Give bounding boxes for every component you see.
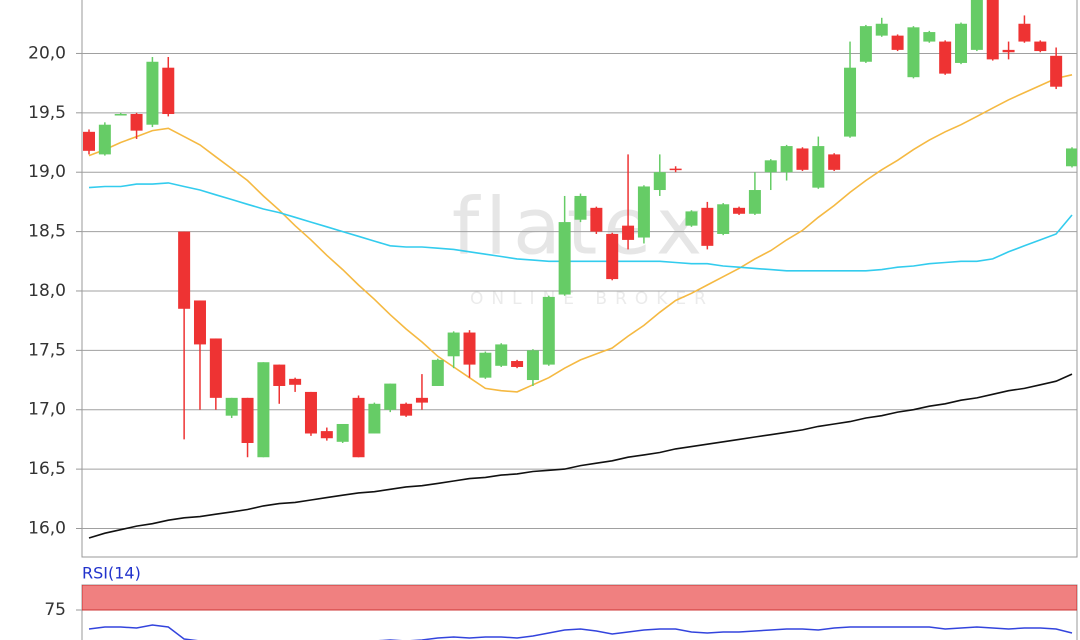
candle-body [1002, 49, 1015, 53]
candle-body [812, 146, 825, 188]
candle-body [748, 190, 761, 214]
candle-body [479, 352, 492, 378]
moving-average [88, 74, 1073, 393]
candle-body [130, 114, 143, 131]
candle-body [511, 361, 524, 367]
candle-body [193, 300, 206, 345]
candle-body [83, 131, 95, 151]
rsi-zone [82, 585, 1077, 611]
y-tick-label: 19,5 [28, 103, 66, 123]
candle-body [875, 23, 888, 36]
candle-body [241, 397, 254, 443]
candle-body [796, 148, 809, 170]
candle-body [320, 431, 333, 439]
candle-body [669, 168, 682, 171]
candle-body [415, 397, 428, 403]
candle-body [828, 154, 841, 170]
candle-body [622, 225, 635, 240]
candle-body [542, 296, 555, 365]
candle-body [384, 383, 397, 410]
moving-average [88, 182, 1073, 272]
candle-body [891, 35, 904, 50]
candle-body [162, 67, 175, 115]
candle-body [257, 362, 270, 458]
candle-body [352, 397, 365, 458]
candle-body [289, 378, 302, 385]
candle-body [1034, 41, 1047, 52]
rsi-plot [82, 585, 1077, 640]
candle-body [463, 332, 476, 365]
candle-body [558, 222, 571, 295]
candle-body [209, 338, 222, 398]
y-tick-label: 16,5 [28, 459, 66, 479]
candle-body [764, 160, 777, 173]
candle-body [685, 211, 698, 226]
candle-body [637, 186, 650, 238]
y-tick-label: 19,0 [28, 162, 66, 182]
rsi-label: RSI(14) [82, 564, 141, 583]
y-tick-label: 17,5 [28, 340, 66, 360]
candle-body [400, 403, 413, 416]
candle-body [114, 114, 127, 116]
candle-body [225, 397, 238, 416]
candle-body [955, 23, 968, 63]
main-plot [82, 0, 1077, 539]
candle-body [907, 27, 920, 78]
candle-body [986, 0, 999, 60]
candle-body [526, 350, 539, 381]
candle-body [431, 359, 444, 386]
watermark-sub: ONLINE BROKER [470, 289, 714, 309]
candle-body [701, 207, 714, 246]
candle-body [304, 391, 317, 434]
candle-body [368, 403, 381, 434]
y-tick-label: 20,0 [28, 43, 66, 63]
rsi-line [88, 624, 1073, 640]
candle-body [273, 364, 286, 386]
y-tick-label: 18,5 [28, 222, 66, 242]
candle-body [780, 146, 793, 173]
candle-body [653, 172, 666, 191]
candle-body [495, 344, 508, 366]
candle-body [98, 124, 111, 155]
candle-body [178, 231, 191, 309]
plot-frame [81, 0, 1078, 558]
candle-body [923, 32, 936, 42]
candle-body [717, 204, 730, 234]
candle-body [1050, 55, 1063, 87]
candle-body [574, 195, 587, 220]
candle-body [844, 67, 857, 137]
y-tick-label: 17,0 [28, 400, 66, 420]
rsi-tick-label: 75 [44, 600, 66, 620]
candle-body [590, 207, 603, 232]
candle-body [1066, 148, 1077, 167]
candle-body [447, 332, 460, 357]
candle-body [1018, 23, 1031, 42]
moving-average [88, 373, 1073, 539]
y-tick-label: 18,0 [28, 281, 66, 301]
candle-body [859, 26, 872, 62]
candle-body [336, 423, 349, 442]
y-tick-label: 16,0 [28, 518, 66, 538]
candle-body [606, 233, 619, 280]
candle-body [146, 61, 159, 125]
candle-body [733, 207, 746, 214]
candle-body [970, 0, 983, 50]
candle-body [939, 41, 952, 74]
